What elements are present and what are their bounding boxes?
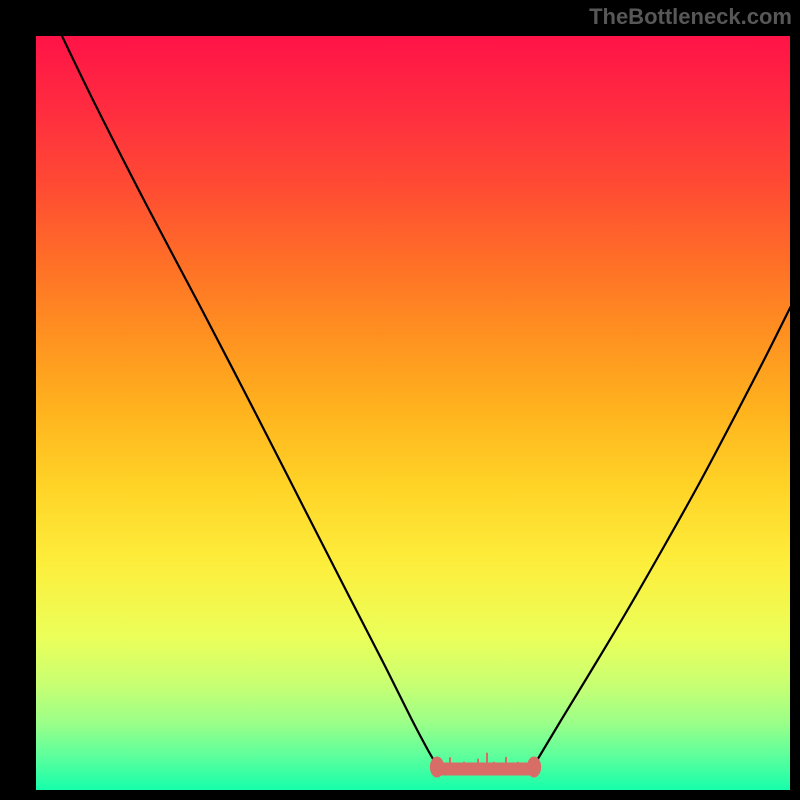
bottleneck-curve: [62, 36, 438, 767]
curve-overlay: [36, 36, 790, 790]
chart-container: TheBottleneck.com: [0, 0, 800, 800]
optimal-range-marker: [430, 754, 541, 778]
bottleneck-curve: [533, 307, 790, 767]
watermark-text: TheBottleneck.com: [589, 4, 792, 30]
plot-area: [36, 36, 790, 790]
